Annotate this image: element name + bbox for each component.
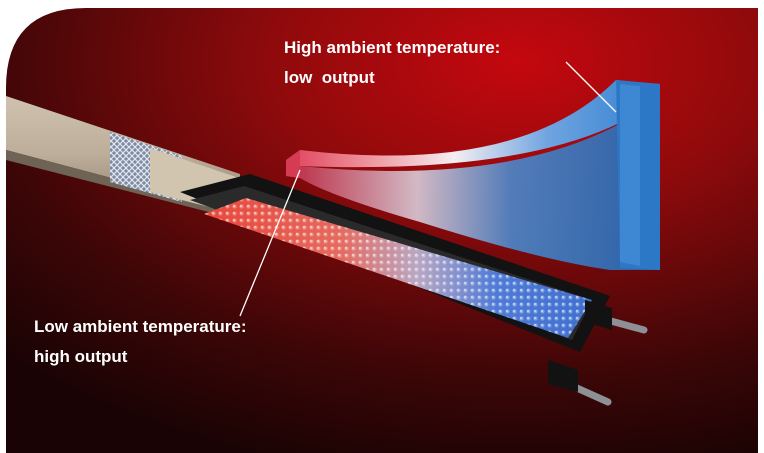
leader-line-high <box>565 61 617 113</box>
label-low-line2: high output <box>34 347 128 366</box>
label-high-ambient: High ambient temperature: low output <box>284 33 500 93</box>
curve-front-face <box>286 98 660 270</box>
label-low-ambient: Low ambient temperature: high output <box>34 312 247 372</box>
cable <box>6 96 648 406</box>
label-low-line1: Low ambient temperature: <box>34 317 247 336</box>
output-curve <box>286 80 660 270</box>
label-high-line2: low output <box>284 68 375 87</box>
label-high-line1: High ambient temperature: <box>284 38 501 57</box>
leader-line-low <box>239 169 301 317</box>
